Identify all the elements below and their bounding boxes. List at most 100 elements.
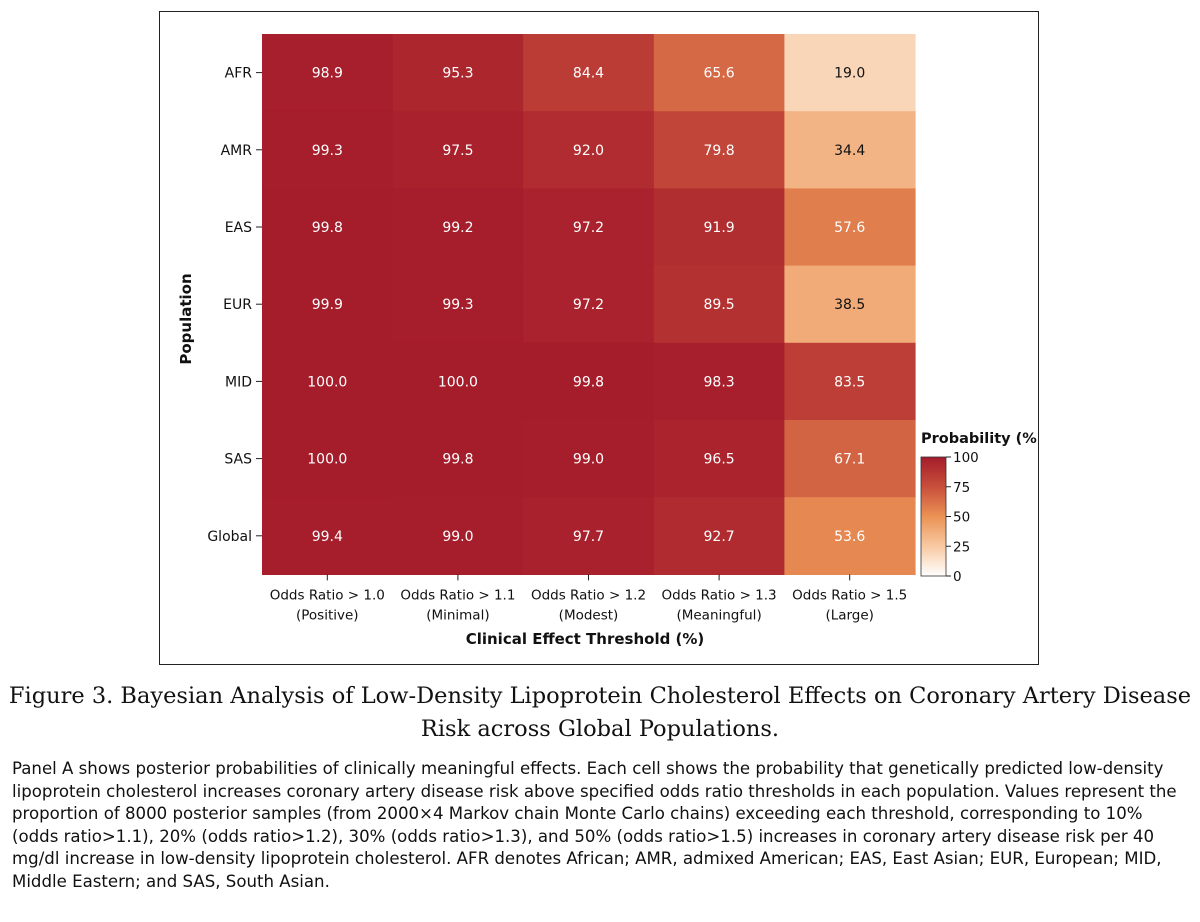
heatmap-cell — [392, 188, 524, 267]
heatmap-cell — [392, 265, 524, 344]
heatmap-cell — [653, 265, 785, 344]
colorbar-tick-label: 25 — [953, 539, 970, 555]
cell-value-label: 38.5 — [834, 297, 865, 313]
heatmap-cell — [784, 34, 916, 112]
cell-value-label: 99.8 — [312, 220, 343, 236]
cell-value-label: 89.5 — [704, 297, 735, 313]
heatmap-cell — [523, 34, 655, 112]
cell-value-label: 99.3 — [312, 143, 343, 159]
heatmap-cell — [784, 188, 916, 267]
heatmap-cell — [653, 188, 785, 267]
heatmap-cell — [262, 265, 394, 344]
cell-value-label: 97.7 — [573, 529, 604, 545]
x-tick-label: Odds Ratio > 1.1 — [400, 587, 515, 603]
cell-value-label: 99.2 — [442, 220, 473, 236]
x-tick-sublabel: (Minimal) — [426, 607, 489, 623]
figure-caption-body: Panel A shows posterior probabilities of… — [12, 759, 1177, 891]
cell-value-label: 65.6 — [704, 66, 735, 82]
cell-value-label: 97.5 — [442, 143, 473, 159]
cell-value-label: 96.5 — [704, 452, 735, 468]
heatmap-cell — [784, 265, 916, 344]
colorbar: Probability (%) 0 25 50 75 100 — [920, 431, 1037, 585]
cell-value-label: 53.6 — [834, 529, 865, 545]
cell-value-label: 98.3 — [704, 374, 735, 390]
cell-value-label: 79.8 — [704, 143, 735, 159]
cell-value-label: 92.0 — [573, 143, 604, 159]
y-tick-label: Global — [207, 529, 252, 545]
cell-value-label: 19.0 — [834, 66, 865, 82]
cell-value-label: 92.7 — [704, 529, 735, 545]
heatmap-cell — [784, 342, 916, 421]
heatmap-cell — [392, 34, 524, 112]
cell-value-label: 100.0 — [438, 374, 478, 390]
cell-value-label: 91.9 — [704, 220, 735, 236]
heatmap-cell — [262, 420, 394, 498]
colorbar-tick-label: 100 — [953, 450, 979, 466]
cell-value-label: 84.4 — [573, 66, 604, 82]
heatmap-cell — [523, 497, 655, 575]
cell-value-label: 99.8 — [442, 452, 473, 468]
heatmap-cell — [653, 497, 785, 575]
heatmap-cell — [653, 34, 785, 112]
colorbar-title: Probability (%) — [921, 431, 1037, 447]
heatmap-cell — [523, 420, 655, 498]
cell-value-label: 83.5 — [834, 374, 865, 390]
x-tick-sublabel: (Modest) — [559, 607, 619, 623]
cell-value-label: 34.4 — [834, 143, 865, 159]
heatmap-cell — [392, 111, 524, 189]
heatmap-cell — [392, 342, 524, 421]
cell-value-label: 97.2 — [573, 297, 604, 313]
cell-value-label: 99.0 — [442, 529, 473, 545]
cell-value-label: 99.4 — [312, 529, 343, 545]
heatmap-cell — [784, 497, 916, 575]
heatmap-cell — [262, 188, 394, 267]
cell-value-label: 98.9 — [312, 66, 343, 82]
heatmap-chart: 98.9 95.3 84.4 65.6 19.0 99.3 97.5 92.0 79.8 34.4… — [177, 34, 1037, 648]
x-tick-sublabel: (Large) — [825, 607, 874, 623]
heatmap-cell — [262, 497, 394, 575]
y-tick-label: AMR — [221, 143, 253, 159]
cell-value-label: 67.1 — [834, 452, 865, 468]
heatmap-cell — [784, 420, 916, 498]
y-tick-label: AFR — [225, 66, 253, 82]
cell-value-label: 99.8 — [573, 374, 604, 390]
y-tick-label: EAS — [225, 220, 252, 236]
x-tick-label: Odds Ratio > 1.3 — [662, 587, 777, 603]
heatmap-cell — [262, 111, 394, 189]
heatmap-cell — [392, 420, 524, 498]
heatmap-cell — [653, 111, 785, 189]
cell-value-label: 95.3 — [442, 66, 473, 82]
x-tick-label: Odds Ratio > 1.5 — [792, 587, 907, 603]
x-axis-title: Clinical Effect Threshold (%) — [466, 630, 705, 648]
figure-caption-title: Figure 3. Bayesian Analysis of Low-Densi… — [8, 683, 1192, 742]
cell-value-label: 99.9 — [312, 297, 343, 313]
y-tick-label: MID — [225, 374, 252, 390]
heatmap-cell — [784, 111, 916, 189]
cell-value-label: 57.6 — [834, 220, 865, 236]
y-tick-label: SAS — [224, 452, 252, 468]
heatmap-cell — [523, 265, 655, 344]
x-tick-label: Odds Ratio > 1.0 — [270, 587, 385, 603]
colorbar-tick-label: 50 — [953, 510, 970, 526]
y-tick-label: EUR — [223, 297, 252, 313]
y-axis-title: Population — [177, 273, 195, 364]
heatmap-cell — [523, 111, 655, 189]
x-tick-label: Odds Ratio > 1.2 — [531, 587, 646, 603]
cell-value-label: 99.0 — [573, 452, 604, 468]
cell-value-label: 100.0 — [307, 452, 347, 468]
cell-value-label: 100.0 — [307, 374, 347, 390]
heatmap-cell — [523, 188, 655, 267]
heatmap-cell — [262, 34, 394, 112]
colorbar-gradient — [920, 456, 947, 577]
cell-value-label: 99.3 — [442, 297, 473, 313]
heatmap-cell — [392, 497, 524, 575]
x-tick-sublabel: (Meaningful) — [676, 607, 761, 623]
heatmap-cell — [523, 342, 655, 421]
colorbar-tick-label: 0 — [953, 569, 962, 585]
heatmap-cell — [653, 342, 785, 421]
x-tick-sublabel: (Positive) — [296, 607, 359, 623]
heatmap-cell — [653, 420, 785, 498]
cell-value-label: 97.2 — [573, 220, 604, 236]
colorbar-tick-label: 75 — [953, 480, 970, 496]
heatmap-cell — [262, 342, 394, 421]
